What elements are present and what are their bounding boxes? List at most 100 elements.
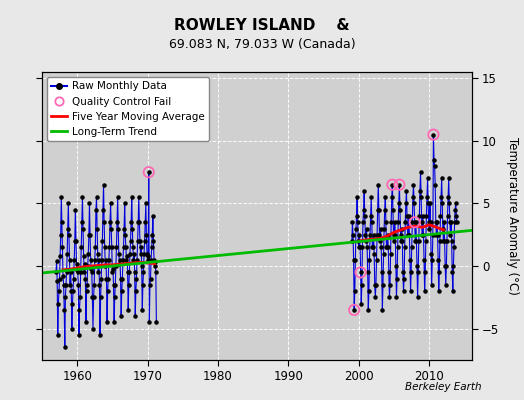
Point <box>58 219 66 226</box>
Point <box>136 238 144 244</box>
Point <box>59 273 67 279</box>
Point <box>402 188 411 194</box>
Point <box>79 225 87 232</box>
Point <box>125 282 133 288</box>
Point <box>440 219 448 226</box>
Point <box>141 200 150 207</box>
Point <box>73 269 82 276</box>
Point <box>120 225 128 232</box>
Point <box>446 232 455 238</box>
Point <box>433 219 441 226</box>
Point <box>54 300 62 307</box>
Point <box>61 294 70 300</box>
Point <box>379 282 387 288</box>
Point <box>360 188 368 194</box>
Point <box>61 344 69 351</box>
Point <box>152 319 160 326</box>
Point <box>423 194 431 200</box>
Point <box>88 269 96 276</box>
Point <box>68 326 76 332</box>
Point <box>376 225 385 232</box>
Point <box>52 258 61 264</box>
Point <box>414 238 423 244</box>
Point <box>112 263 120 269</box>
Point <box>83 263 92 269</box>
Point <box>397 238 406 244</box>
Point <box>399 288 408 294</box>
Point <box>90 294 98 300</box>
Point <box>361 232 369 238</box>
Point <box>70 257 79 263</box>
Point <box>356 269 365 276</box>
Point <box>72 238 80 244</box>
Point <box>420 257 428 263</box>
Point <box>81 260 89 267</box>
Point <box>350 257 358 263</box>
Text: 69.083 N, 79.033 W (Canada): 69.083 N, 79.033 W (Canada) <box>169 38 355 51</box>
Point <box>384 244 392 250</box>
Point <box>106 200 115 207</box>
Point <box>97 276 105 282</box>
Point <box>447 219 455 226</box>
Point <box>398 238 407 244</box>
Point <box>394 219 402 226</box>
Point <box>105 244 114 250</box>
Point <box>422 213 431 219</box>
Point <box>114 194 122 200</box>
Point <box>386 282 394 288</box>
Point <box>411 238 419 244</box>
Point <box>53 332 62 338</box>
Point <box>98 238 106 244</box>
Point <box>122 257 130 263</box>
Point <box>417 169 425 175</box>
Point <box>374 206 382 213</box>
Point <box>77 244 85 250</box>
Point <box>358 244 367 250</box>
Point <box>143 250 151 257</box>
Point <box>451 206 460 213</box>
Point <box>115 260 124 267</box>
Point <box>113 219 121 226</box>
Point <box>88 294 96 300</box>
Point <box>123 253 131 259</box>
Point <box>137 244 145 250</box>
Point <box>410 219 419 226</box>
Point <box>390 238 398 244</box>
Point <box>56 253 64 259</box>
Point <box>369 244 377 250</box>
Point <box>419 232 428 238</box>
Point <box>443 238 451 244</box>
Point <box>425 200 434 207</box>
Point <box>78 194 86 200</box>
Point <box>140 250 148 257</box>
Point <box>150 257 158 263</box>
Point <box>52 269 60 276</box>
Point <box>91 244 100 250</box>
Point <box>364 307 373 313</box>
Point <box>417 194 425 200</box>
Point <box>400 244 409 250</box>
Point <box>356 244 364 250</box>
Point <box>445 200 453 207</box>
Point <box>438 175 446 182</box>
Point <box>431 182 440 188</box>
Point <box>391 263 400 269</box>
Point <box>403 213 411 219</box>
Point <box>451 219 459 226</box>
Point <box>146 282 154 288</box>
Point <box>135 194 143 200</box>
Point <box>359 219 367 226</box>
Point <box>412 238 421 244</box>
Point <box>132 288 140 294</box>
Point <box>348 219 357 226</box>
Point <box>118 276 126 282</box>
Point <box>368 219 376 226</box>
Point <box>68 300 77 307</box>
Point <box>442 263 451 269</box>
Point <box>439 225 447 232</box>
Point <box>93 250 102 257</box>
Point <box>418 219 426 226</box>
Point <box>403 232 412 238</box>
Point <box>89 326 97 332</box>
Point <box>105 257 113 263</box>
